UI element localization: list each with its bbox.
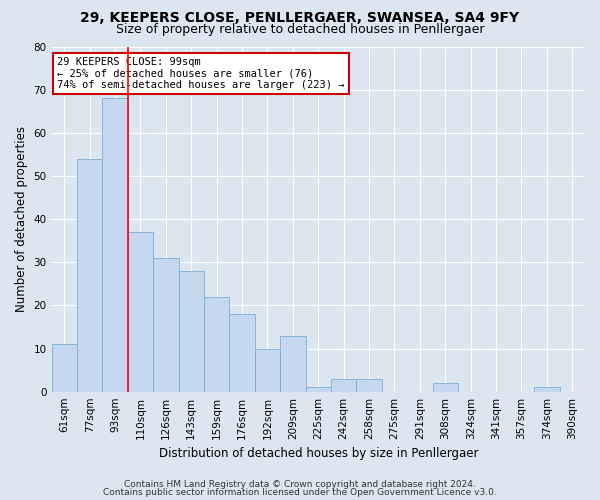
Bar (331, 378, 356, 392)
Bar (128, 232, 153, 392)
Text: 29, KEEPERS CLOSE, PENLLERGAER, SWANSEA, SA4 9FY: 29, KEEPERS CLOSE, PENLLERGAER, SWANSEA,… (80, 11, 520, 25)
Bar (433, 383, 458, 392)
Bar (153, 258, 179, 392)
Text: Contains public sector information licensed under the Open Government Licence v3: Contains public sector information licen… (103, 488, 497, 497)
Bar (204, 297, 229, 392)
Bar (77, 158, 103, 392)
Y-axis label: Number of detached properties: Number of detached properties (15, 126, 28, 312)
Bar (255, 348, 280, 392)
Bar (52, 344, 77, 392)
Bar (305, 388, 331, 392)
Text: Contains HM Land Registry data © Crown copyright and database right 2024.: Contains HM Land Registry data © Crown c… (124, 480, 476, 489)
Bar (179, 271, 204, 392)
Bar (534, 388, 560, 392)
X-axis label: Distribution of detached houses by size in Penllergaer: Distribution of detached houses by size … (158, 447, 478, 460)
Text: Size of property relative to detached houses in Penllergaer: Size of property relative to detached ho… (116, 22, 484, 36)
Bar (356, 378, 382, 392)
Bar (103, 98, 128, 392)
Text: 29 KEEPERS CLOSE: 99sqm
← 25% of detached houses are smaller (76)
74% of semi-de: 29 KEEPERS CLOSE: 99sqm ← 25% of detache… (57, 57, 344, 90)
Bar (280, 336, 305, 392)
Bar (229, 314, 255, 392)
